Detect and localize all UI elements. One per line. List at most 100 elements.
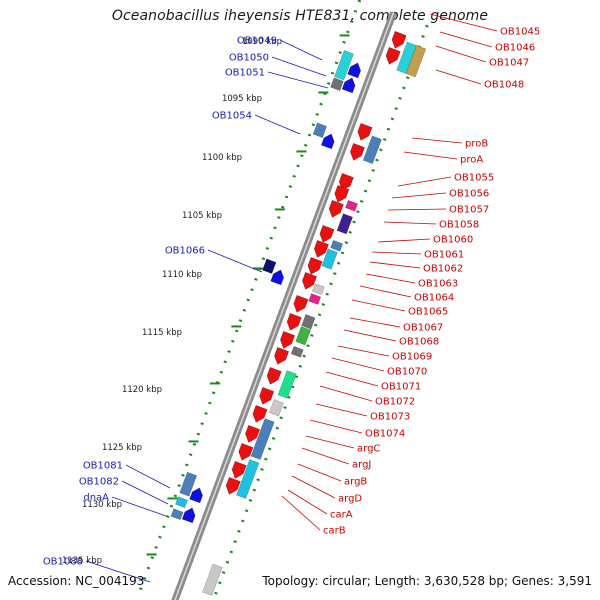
right-gene-label-leader <box>351 299 406 312</box>
reverse-gene-6 <box>181 507 196 524</box>
kbp-label: 1115 kbp <box>142 328 182 338</box>
feature-block-1 <box>396 41 417 74</box>
kbp-label: 1135 kbp <box>62 556 102 566</box>
genome-summary: Topology: circular; Length: 3,630,528 bp… <box>262 574 592 588</box>
forward-gene-20 <box>238 442 254 461</box>
reverse-block-3 <box>312 122 327 138</box>
right-gene-label: OB1070 <box>387 367 427 378</box>
forward-gene-18 <box>252 404 268 423</box>
forward-gene-4-shape <box>350 142 365 161</box>
left-gene-label: OB1081 <box>83 461 123 472</box>
feature-block-10 <box>301 314 316 330</box>
right-gene-label: argB <box>344 477 367 488</box>
reverse-block-5 <box>179 471 198 497</box>
right-gene-label: carB <box>323 526 346 537</box>
kbp-label: 1095 kbp <box>222 94 262 104</box>
right-gene-label-leader <box>287 489 328 515</box>
forward-gene-22-shape <box>225 476 241 495</box>
right-gene-label: OB1064 <box>414 293 454 304</box>
forward-gene-15-shape <box>274 346 290 365</box>
right-gene-label: OB1055 <box>454 173 494 184</box>
forward-gene-21-shape <box>231 460 247 479</box>
left-gene-label-leader <box>271 56 327 77</box>
right-gene-label: OB1067 <box>403 323 443 334</box>
forward-gene-17-shape <box>259 386 275 405</box>
right-gene-label-leader <box>291 475 336 499</box>
forward-gene-16 <box>266 366 282 385</box>
right-gene-label: OB1058 <box>439 220 479 231</box>
right-gene-label: argJ <box>352 460 371 471</box>
kbp-label: 1120 kbp <box>122 385 162 395</box>
right-gene-label: OB1047 <box>489 58 529 69</box>
reverse-block-7 <box>170 508 184 521</box>
right-gene-label: OB1074 <box>365 429 405 440</box>
forward-gene-6 <box>334 184 350 203</box>
feature-block-11 <box>295 326 311 346</box>
right-gene-label: OB1045 <box>500 27 540 38</box>
right-gene-label-leader <box>411 137 463 144</box>
right-gene-label-leader <box>349 317 401 328</box>
right-gene-label-leader <box>343 329 397 342</box>
feature-block-17 <box>202 563 223 596</box>
reverse-block-1 <box>334 50 354 81</box>
left-gene-label-leader <box>279 39 323 61</box>
right-gene-label-leader <box>337 345 390 357</box>
reverse-gene-5 <box>189 487 203 504</box>
right-gene-label-leader <box>435 45 487 63</box>
reverse-block-6 <box>175 496 188 509</box>
right-gene-label-leader <box>439 31 493 48</box>
right-gene-label: OB1065 <box>408 307 448 318</box>
forward-gene-22 <box>225 476 241 495</box>
forward-gene-3-shape <box>357 122 373 141</box>
forward-gene-15 <box>274 346 290 365</box>
right-gene-label: argD <box>338 494 362 505</box>
forward-gene-12 <box>293 294 309 313</box>
left-gene-label: OB1050 <box>229 53 269 64</box>
kbp-label: 1130 kbp <box>82 500 122 510</box>
right-gene-label: OB1057 <box>449 205 489 216</box>
forward-gene-2 <box>385 46 401 65</box>
kbp-label: 1105 kbp <box>182 211 222 221</box>
right-gene-label: OB1068 <box>399 337 439 348</box>
right-gene-label: carA <box>330 510 353 521</box>
forward-gene-7 <box>328 199 344 218</box>
left-gene-label: OB1082 <box>79 477 119 488</box>
forward-gene-4 <box>350 142 365 161</box>
right-gene-label-leader <box>315 403 368 417</box>
feature-block-9 <box>308 293 322 305</box>
right-gene-label: OB1060 <box>433 235 473 246</box>
forward-gene-1-shape <box>391 30 407 49</box>
kbp-label: 1125 kbp <box>102 443 142 453</box>
feature-block-8 <box>311 283 325 295</box>
feature-block-7 <box>321 248 338 270</box>
accession-text: Accession: NC_004193 <box>8 574 145 588</box>
right-gene-label-leader <box>435 69 482 85</box>
feature-block-14 <box>268 399 284 417</box>
forward-gene-10 <box>307 256 323 275</box>
kbp-label: 1110 kbp <box>162 270 202 280</box>
reverse-gene-2 <box>341 77 356 94</box>
forward-gene-5-shape <box>338 172 354 191</box>
right-gene-label: OB1062 <box>423 264 463 275</box>
left-gene-label: OB1054 <box>212 111 252 122</box>
genome-backbone-highlight <box>174 12 395 600</box>
forward-gene-3 <box>357 122 373 141</box>
left-gene-label-leader <box>85 560 151 583</box>
reverse-gene-3-shape <box>320 133 335 150</box>
feature-block-13 <box>277 370 297 399</box>
left-gene-label: OB1066 <box>165 246 205 257</box>
forward-gene-16-shape <box>266 366 282 385</box>
right-gene-label-leader <box>305 435 355 449</box>
reverse-block-4 <box>262 258 277 274</box>
kbp-label: 1090 kbp <box>242 37 282 47</box>
feature-block-12 <box>290 345 304 358</box>
left-gene-label: OB1088 <box>43 557 83 568</box>
kbp-label: 1100 kbp <box>202 153 242 163</box>
feature-block-6 <box>330 239 344 252</box>
right-gene-label-leader <box>325 371 379 387</box>
reverse-gene-1 <box>347 62 361 79</box>
forward-gene-8 <box>319 224 335 243</box>
feature-block-15 <box>250 418 275 460</box>
forward-gene-9-shape <box>313 239 329 258</box>
